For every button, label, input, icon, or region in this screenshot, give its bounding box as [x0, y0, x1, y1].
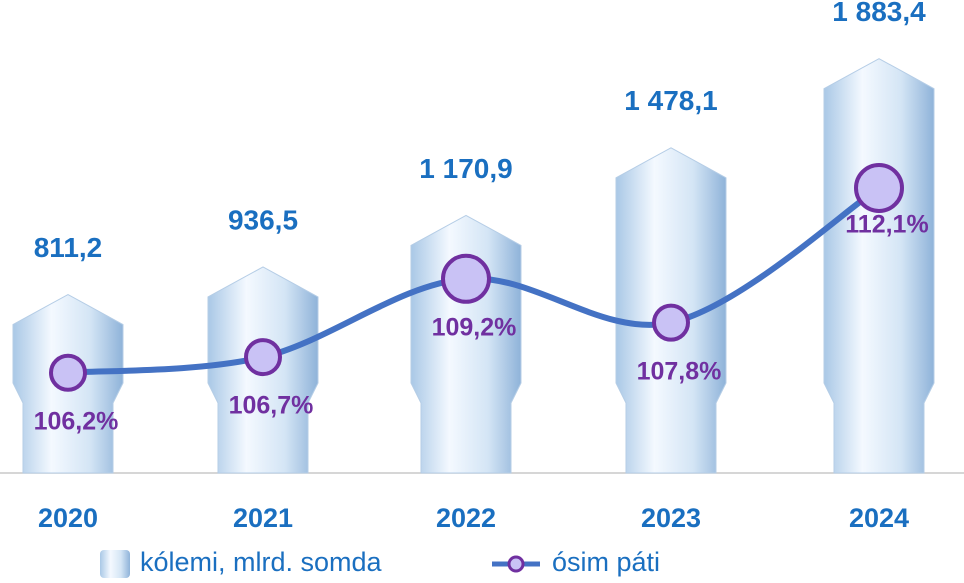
- line-marker: [49, 353, 87, 392]
- line-value-label: 109,2%: [432, 313, 517, 341]
- line-marker: [441, 253, 491, 304]
- legend-bar-icon: [100, 550, 130, 578]
- legend-label: kólemi, mlrd. somda: [140, 547, 383, 577]
- x-tick-label: 2021: [233, 503, 293, 533]
- legend-marker-icon: [507, 555, 525, 573]
- line-marker: [652, 303, 690, 342]
- line-value-label: 106,7%: [229, 392, 314, 420]
- x-tick-label: 2024: [849, 503, 909, 533]
- bar: [823, 58, 935, 474]
- x-tick-label: 2022: [436, 503, 496, 533]
- bar-value-label: 811,2: [34, 232, 103, 263]
- bar-value-label: 1 883,4: [832, 0, 926, 27]
- line-value-label: 112,1%: [845, 211, 928, 239]
- line-value-label: 107,8%: [637, 357, 722, 385]
- bar-value-label: 1 170,9: [419, 153, 512, 184]
- line-marker: [854, 162, 904, 213]
- bar-value-label: 1 478,1: [624, 85, 717, 116]
- line-marker: [244, 338, 282, 377]
- legend-label: ósim páti: [552, 547, 660, 577]
- bar-value-label: 936,5: [228, 204, 298, 235]
- line-value-label: 106,2%: [34, 407, 119, 435]
- x-tick-label: 2020: [38, 503, 98, 533]
- x-tick-label: 2023: [641, 503, 701, 533]
